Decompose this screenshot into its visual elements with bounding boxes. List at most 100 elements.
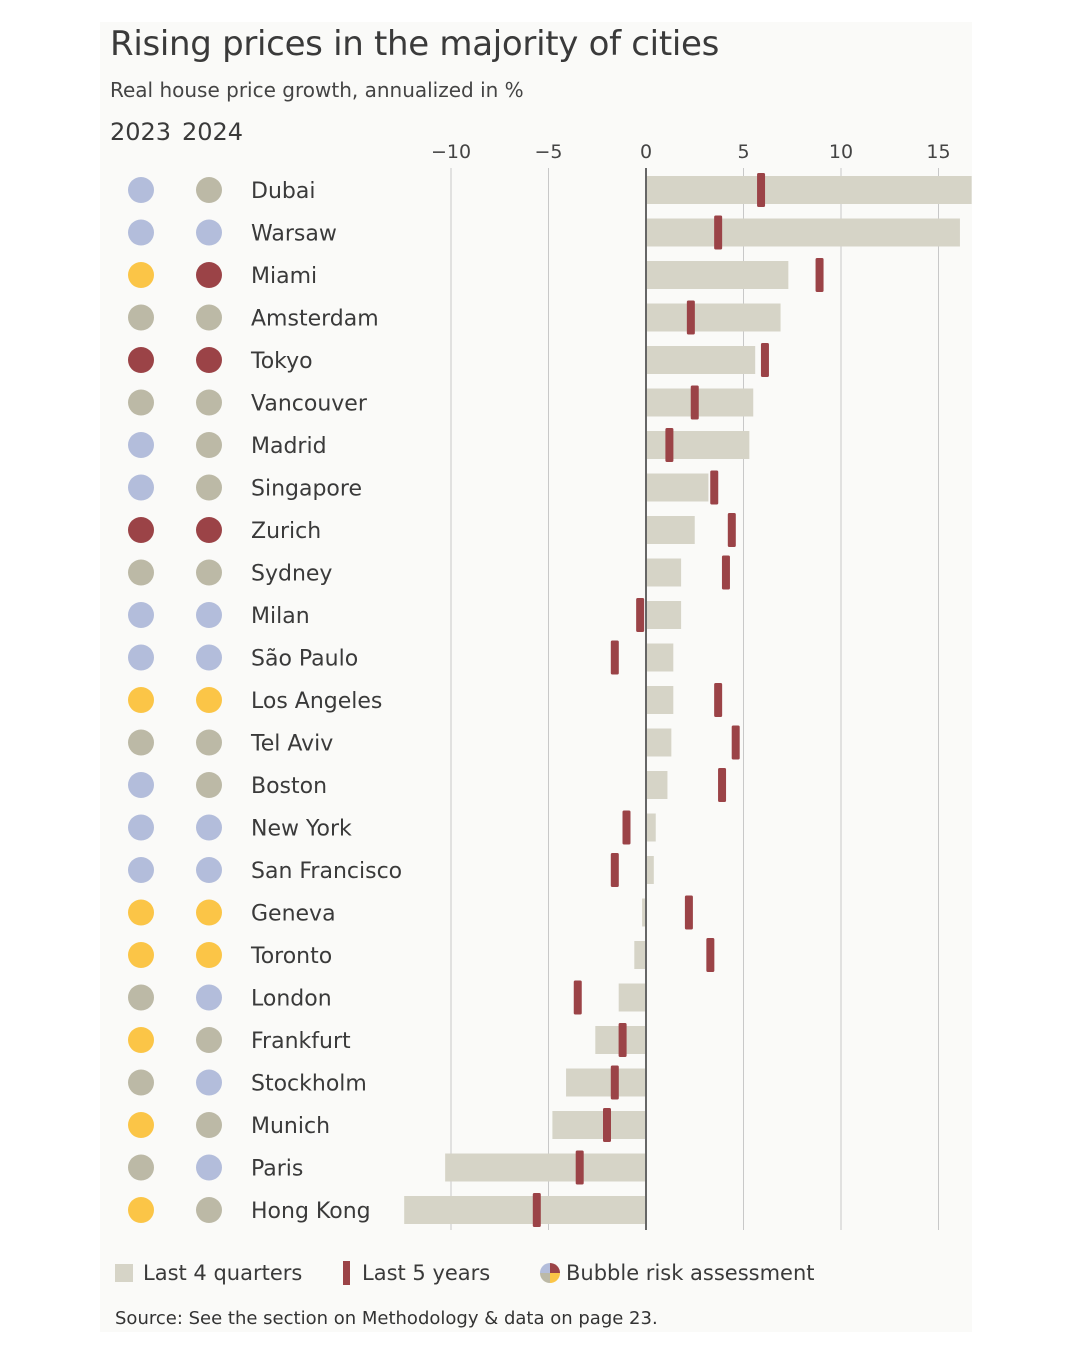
risk-dot-2023: [128, 772, 154, 798]
risk-dot-2023: [128, 1069, 154, 1096]
bar-last-4-quarters: [646, 728, 672, 757]
marker-last-5-years: [815, 258, 824, 292]
marker-last-5-years: [610, 1065, 619, 1100]
city-label: Zurich: [251, 519, 321, 544]
x-tick-label: 10: [829, 141, 853, 163]
risk-dot-2024: [196, 644, 222, 671]
city-label: Stockholm: [251, 1072, 367, 1097]
risk-dot-2024: [196, 1197, 222, 1223]
risk-dot-2024: [196, 984, 222, 1011]
risk-dot-2023: [128, 602, 154, 628]
risk-dot-2024: [196, 432, 222, 458]
marker-last-5-years: [727, 513, 736, 547]
city-label: Toronto: [250, 944, 332, 969]
city-label: Paris: [251, 1157, 303, 1182]
risk-dot-2024: [196, 942, 222, 968]
risk-dot-2023: [128, 1027, 154, 1053]
bar-last-4-quarters: [634, 941, 646, 969]
risk-dot-2024: [196, 814, 222, 841]
risk-dot-2024: [196, 772, 222, 798]
city-label: Milan: [251, 604, 310, 629]
risk-dot-2023: [128, 1154, 154, 1181]
risk-dot-2024: [196, 262, 222, 288]
city-label: London: [251, 987, 332, 1012]
bar-last-4-quarters: [646, 176, 972, 204]
bar-last-4-quarters: [646, 771, 668, 799]
legend-last-4-quarters: Last 4 quarters: [115, 1258, 302, 1288]
marker-last-5-years: [686, 300, 695, 335]
marker-last-5-years: [622, 810, 631, 845]
marker-last-5-years: [760, 343, 769, 377]
marker-last-5-years: [714, 215, 723, 250]
chart-title: Rising prices in the majority of cities: [110, 24, 720, 64]
marker-last-5-years: [618, 1023, 627, 1057]
city-label: Frankfurt: [251, 1029, 351, 1054]
year-2023-header: 2023: [110, 118, 172, 146]
city-label: Vancouver: [251, 392, 368, 417]
marker-last-5-years: [710, 470, 719, 505]
risk-dot-2023: [128, 644, 154, 671]
city-label: São Paulo: [251, 647, 358, 672]
legend-label: Bubble risk assessment: [566, 1261, 815, 1285]
marker-last-5-years: [690, 385, 699, 420]
risk-dot-2024: [196, 1154, 222, 1181]
risk-dot-2024: [196, 517, 222, 543]
marker-last-5-years: [706, 938, 715, 972]
risk-dot-2023: [128, 814, 154, 841]
risk-dot-2024: [196, 347, 222, 373]
risk-dot-2023: [128, 687, 154, 713]
city-label: Miami: [251, 264, 317, 289]
marker-last-5-years: [757, 173, 766, 207]
city-label: New York: [251, 817, 352, 842]
risk-dot-2023: [128, 219, 154, 246]
marker-last-5-years: [731, 725, 740, 760]
risk-dot-2023: [128, 984, 154, 1011]
marker-last-5-years: [718, 768, 727, 802]
city-label: Los Angeles: [251, 689, 382, 714]
city-label: Munich: [251, 1114, 330, 1139]
city-label: Dubai: [251, 179, 315, 204]
bar-last-4-quarters: [646, 856, 654, 884]
city-label: Boston: [251, 774, 327, 799]
risk-dot-2024: [196, 1027, 222, 1053]
risk-dot-2023: [128, 389, 154, 416]
risk-dot-2023: [128, 517, 154, 543]
bar-last-4-quarters: [646, 473, 709, 502]
x-tick-label: 0: [640, 141, 652, 163]
city-label: Hong Kong: [251, 1199, 371, 1224]
risk-dot-2024: [196, 1069, 222, 1096]
x-tick-label: −5: [534, 141, 562, 163]
x-tick-label: 5: [737, 141, 749, 163]
marker-last-5-years: [603, 1108, 611, 1142]
legend-red-marker: [343, 1261, 350, 1285]
risk-dot-2023: [128, 177, 154, 203]
risk-dot-2023: [128, 899, 154, 926]
risk-dot-2023: [128, 942, 154, 968]
risk-dot-2024: [196, 899, 222, 926]
risk-dot-2023: [128, 262, 154, 288]
x-tick-label: −10: [431, 141, 471, 163]
legend-last-5-years: Last 5 years: [343, 1258, 490, 1288]
legend-label: Last 4 quarters: [143, 1261, 303, 1285]
bar-last-4-quarters: [646, 686, 674, 714]
marker-last-5-years: [532, 1193, 541, 1227]
bar-last-4-quarters: [646, 558, 682, 587]
risk-dot-2023: [128, 729, 154, 756]
bar-last-4-quarters: [642, 898, 646, 927]
risk-dot-2024: [196, 389, 222, 416]
bar-last-4-quarters: [646, 643, 674, 672]
marker-last-5-years: [714, 683, 723, 717]
city-label: Sydney: [251, 562, 332, 587]
city-label: Warsaw: [251, 222, 337, 247]
risk-dot-2023: [128, 857, 154, 883]
bar-last-4-quarters: [552, 1111, 646, 1139]
marker-last-5-years: [665, 428, 674, 462]
risk-dot-2024: [196, 559, 222, 586]
risk-dot-2024: [196, 602, 222, 628]
bar-last-4-quarters: [646, 813, 656, 842]
city-label: Tokyo: [250, 349, 313, 374]
bar-last-4-quarters: [646, 388, 754, 417]
city-label: Amsterdam: [251, 307, 379, 332]
bar-last-4-quarters: [646, 303, 781, 332]
marker-last-5-years: [684, 895, 693, 930]
